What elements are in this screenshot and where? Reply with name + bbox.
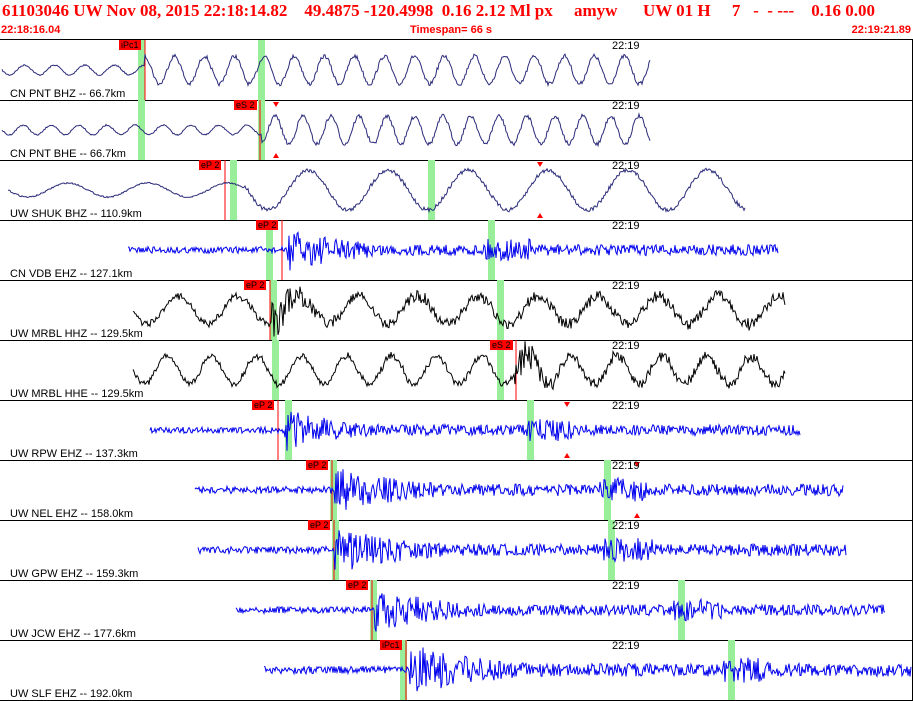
pick-marker bbox=[564, 402, 570, 407]
time-window bbox=[330, 460, 337, 520]
trace-panel[interactable]: 22:19 eP 2 UW SHUK BHZ -- 110.9km bbox=[0, 160, 913, 221]
time-tick: 22:19 bbox=[612, 640, 640, 652]
phase-pick-label[interactable]: eP 2 bbox=[346, 580, 369, 590]
time-window bbox=[497, 340, 504, 400]
time-tick: 22:19 bbox=[612, 160, 640, 172]
pick-marker bbox=[537, 213, 543, 218]
pick-marker bbox=[537, 162, 543, 167]
time-window bbox=[230, 160, 237, 220]
trace-waveform bbox=[263, 640, 912, 700]
time-window bbox=[138, 40, 145, 100]
trace-panels: 22:19 iPc1 CN PNT BHZ -- 66.7km 22:19 eS… bbox=[0, 39, 913, 701]
seismogram-line bbox=[132, 341, 786, 391]
time-tick: 22:19 bbox=[612, 40, 640, 52]
event-title: 61103046 UW Nov 08, 2015 22:18:14.82 49.… bbox=[2, 1, 875, 20]
event-header: 61103046 UW Nov 08, 2015 22:18:14.82 49.… bbox=[0, 0, 913, 39]
station-label: CN PNT BHE -- 66.7km bbox=[10, 148, 126, 160]
station-label: UW SLF EHZ -- 192.0km bbox=[10, 688, 133, 700]
pick-marker bbox=[273, 153, 279, 158]
trace-waveform bbox=[235, 580, 885, 640]
time-window bbox=[497, 280, 504, 340]
seismogram-line bbox=[132, 286, 786, 337]
trace-waveform bbox=[127, 220, 779, 280]
end-time: 22:19:21.89 bbox=[851, 24, 911, 36]
trace-waveform bbox=[1, 100, 651, 160]
trace-waveform bbox=[132, 280, 786, 340]
trace-panel[interactable]: 22:19 iPc1 UW SLF EHZ -- 192.0km bbox=[0, 640, 913, 701]
phase-pick-label[interactable]: eP 2 bbox=[252, 400, 275, 410]
time-window bbox=[728, 640, 735, 700]
station-label: UW GPW EHZ -- 159.3km bbox=[10, 568, 139, 580]
trace-waveform bbox=[149, 400, 801, 460]
pick-marker bbox=[273, 102, 279, 107]
seismogram-line bbox=[7, 167, 746, 214]
station-label: UW NEL EHZ -- 158.0km bbox=[10, 508, 134, 520]
phase-pick-label[interactable]: eP 2 bbox=[256, 220, 279, 230]
time-tick: 22:19 bbox=[612, 400, 640, 412]
trace-panel[interactable]: 22:19 eP 2 UW NEL EHZ -- 158.0km bbox=[0, 460, 913, 521]
phase-pick-label[interactable]: eP 2 bbox=[244, 280, 267, 290]
phase-pick-label[interactable]: iPc1 bbox=[119, 40, 141, 50]
trace-panel[interactable]: 22:19 eS 2 CN PNT BHE -- 66.7km bbox=[0, 100, 913, 161]
pick-marker bbox=[634, 513, 640, 518]
time-window bbox=[428, 160, 435, 220]
trace-panel[interactable]: 22:19 eS 2 UW MRBL HHE -- 129.5km bbox=[0, 340, 913, 401]
time-tick: 22:19 bbox=[612, 220, 640, 232]
time-tick: 22:19 bbox=[612, 520, 640, 532]
time-window bbox=[258, 40, 265, 100]
trace-waveform bbox=[1, 40, 651, 100]
trace-panel[interactable]: 22:19 eP 2 CN VDB EHZ -- 127.1km bbox=[0, 220, 913, 281]
pick-marker bbox=[564, 453, 570, 458]
phase-pick-label[interactable]: eP 2 bbox=[308, 520, 331, 530]
time-tick: 22:19 bbox=[612, 580, 640, 592]
phase-pick-label[interactable]: eS 2 bbox=[490, 340, 513, 350]
trace-panel[interactable]: 22:19 eP 2 UW GPW EHZ -- 159.3km bbox=[0, 520, 913, 581]
time-window bbox=[272, 340, 279, 400]
time-window bbox=[527, 400, 534, 460]
trace-waveform bbox=[197, 520, 847, 580]
seismogram-line bbox=[263, 647, 912, 692]
time-tick: 22:19 bbox=[612, 280, 640, 292]
time-window bbox=[258, 100, 265, 160]
seismogram-line bbox=[197, 530, 847, 570]
time-tick: 22:19 bbox=[612, 100, 640, 112]
station-label: UW SHUK BHZ -- 110.9km bbox=[10, 208, 142, 220]
station-label: UW MRBL HHZ -- 129.5km bbox=[10, 328, 143, 340]
trace-panel[interactable]: 22:19 eP 2 UW MRBL HHZ -- 129.5km bbox=[0, 280, 913, 341]
trace-waveform bbox=[194, 460, 844, 520]
trace-panel[interactable]: 22:19 iPc1 CN PNT BHZ -- 66.7km bbox=[0, 40, 913, 101]
timespan: Timespan= 66 s bbox=[410, 24, 493, 36]
time-window bbox=[370, 580, 377, 640]
station-label: UW JCW EHZ -- 177.6km bbox=[10, 628, 136, 640]
time-tick: 22:19 bbox=[612, 460, 640, 472]
pick-marker bbox=[634, 462, 640, 467]
phase-pick-label[interactable]: eP 2 bbox=[199, 160, 222, 170]
start-time: 22:18:16.04 bbox=[1, 24, 61, 36]
trace-panel[interactable]: 22:19 eP 2 UW RPW EHZ -- 137.3km bbox=[0, 400, 913, 461]
trace-waveform bbox=[132, 340, 786, 400]
phase-pick-label[interactable]: iPc1 bbox=[380, 640, 402, 650]
seismogram-line bbox=[149, 411, 801, 451]
seismogram-line bbox=[127, 231, 779, 271]
trace-panel[interactable]: 22:19 eP 2 UW JCW EHZ -- 177.6km bbox=[0, 580, 913, 641]
time-window bbox=[608, 520, 615, 580]
phase-pick-label[interactable]: eP 2 bbox=[306, 460, 329, 470]
time-tick: 22:19 bbox=[612, 340, 640, 352]
phase-pick-label[interactable]: eS 2 bbox=[234, 100, 257, 110]
station-label: CN PNT BHZ -- 66.7km bbox=[10, 88, 126, 100]
seismogram-line bbox=[235, 593, 885, 632]
station-label: UW MRBL HHE -- 129.5km bbox=[10, 388, 144, 400]
station-label: UW RPW EHZ -- 137.3km bbox=[10, 448, 138, 460]
station-label: CN VDB EHZ -- 127.1km bbox=[10, 268, 133, 280]
seismogram-line bbox=[1, 112, 651, 148]
seismogram-line bbox=[194, 469, 844, 510]
seismogram-line bbox=[1, 53, 651, 88]
trace-waveform bbox=[7, 160, 746, 220]
